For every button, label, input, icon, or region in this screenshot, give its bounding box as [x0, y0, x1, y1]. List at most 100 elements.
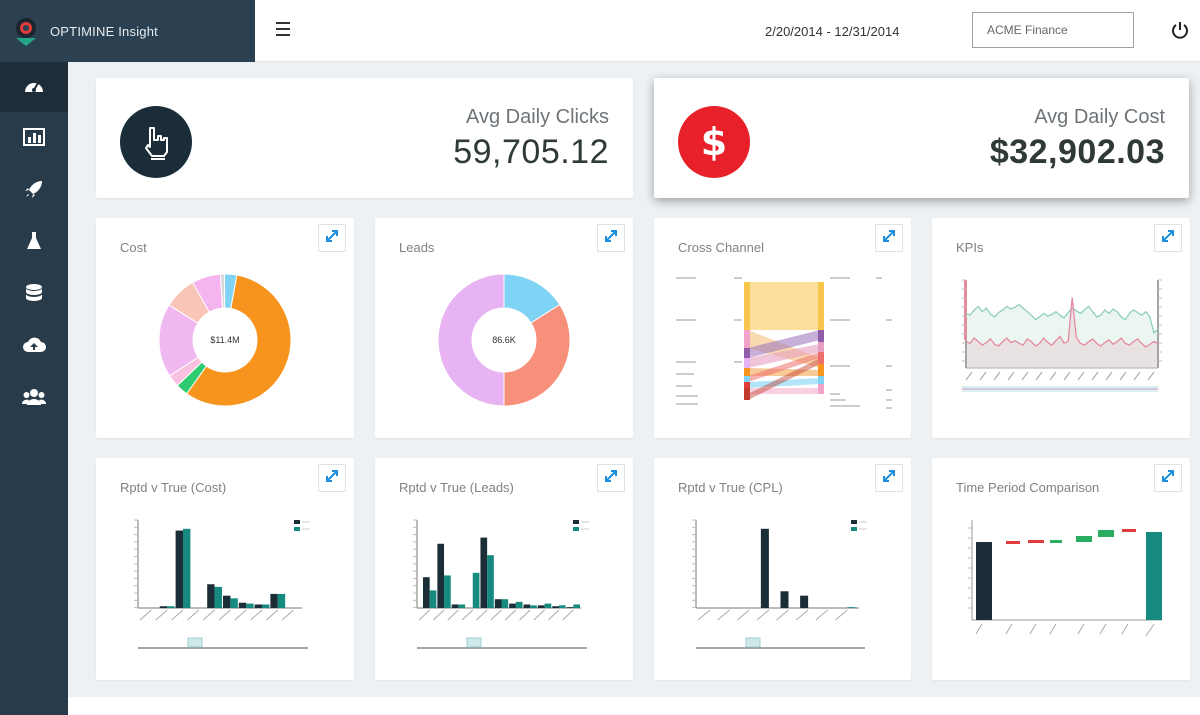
bar[interactable]	[573, 604, 580, 608]
cross-channel-sankey-chart[interactable]	[654, 258, 911, 428]
widget-title: Rptd v True (Cost)	[120, 480, 227, 495]
expand-button[interactable]	[1154, 224, 1182, 252]
brand-name: OPTIMINE Insight	[50, 23, 158, 39]
date-range[interactable]: 2/20/2014 - 12/31/2014	[765, 24, 900, 39]
widget-kpis: KPIs	[932, 218, 1190, 438]
bar[interactable]	[277, 593, 286, 608]
widget-rptd-leads: Rptd v True (Leads)	[375, 458, 633, 680]
bar[interactable]	[847, 607, 856, 608]
power-icon[interactable]	[1170, 20, 1190, 40]
account-selector[interactable]: ACME Finance	[972, 12, 1134, 48]
sidebar-item-lab[interactable]	[0, 218, 68, 268]
bar[interactable]	[159, 606, 168, 608]
expand-button[interactable]	[1154, 464, 1182, 492]
rptd-cpl-bar-chart[interactable]	[654, 498, 911, 673]
sidebar-item-upload[interactable]	[0, 322, 68, 372]
sidebar-item-dashboard[interactable]	[0, 62, 68, 112]
kpis-line-chart[interactable]	[932, 258, 1190, 428]
rptd-cost-bar-chart[interactable]	[96, 498, 354, 673]
bar[interactable]	[552, 606, 559, 608]
expand-button[interactable]	[875, 464, 903, 492]
expand-icon	[325, 229, 339, 248]
donut-center-label: 86.6K	[492, 335, 516, 345]
users-icon	[21, 388, 47, 411]
expand-button[interactable]	[597, 224, 625, 252]
bar[interactable]	[780, 591, 789, 608]
bar[interactable]	[451, 604, 459, 608]
cost-donut-chart[interactable]: $11.4M	[96, 258, 354, 428]
leads-donut-chart[interactable]: 86.6K	[375, 258, 633, 428]
bar[interactable]	[760, 528, 769, 608]
widget-rptd-cpl: Rptd v True (CPL)	[654, 458, 911, 680]
expand-icon	[1161, 229, 1175, 248]
bar[interactable]	[537, 605, 545, 608]
bar[interactable]	[230, 598, 238, 608]
widget-title: Rptd v True (CPL)	[678, 480, 783, 495]
bar-chart-icon	[23, 127, 45, 151]
expand-icon	[604, 469, 618, 488]
sidebar-item-users[interactable]	[0, 374, 68, 424]
dashboard-icon	[23, 76, 45, 99]
bar[interactable]	[246, 603, 254, 608]
widget-title: Rptd v True (Leads)	[399, 480, 514, 495]
expand-button[interactable]	[318, 464, 346, 492]
bar[interactable]	[458, 604, 466, 608]
legend-swatch	[851, 527, 857, 531]
bar[interactable]	[566, 607, 574, 608]
expand-icon	[882, 469, 896, 488]
sidebar	[0, 62, 68, 715]
bar[interactable]	[800, 595, 809, 608]
widget-title: Time Period Comparison	[956, 480, 1100, 495]
legend-swatch	[294, 520, 300, 524]
bar[interactable]	[423, 577, 430, 608]
bar[interactable]	[262, 604, 270, 608]
donut-center-label: $11.4M	[210, 335, 239, 345]
sidebar-item-reports[interactable]	[0, 114, 68, 164]
bar[interactable]	[183, 528, 191, 608]
expand-button[interactable]	[318, 224, 346, 252]
bar[interactable]	[494, 599, 502, 608]
sidebar-item-data[interactable]	[0, 270, 68, 320]
bar[interactable]	[437, 543, 445, 608]
sidebar-item-launch[interactable]	[0, 166, 68, 216]
brand[interactable]: OPTIMINE Insight	[0, 0, 255, 62]
donut-slice[interactable]	[185, 274, 292, 407]
dollar-icon: $	[678, 106, 750, 178]
bar[interactable]	[472, 572, 480, 608]
bar[interactable]	[487, 555, 494, 608]
menu-toggle-icon[interactable]	[272, 22, 294, 40]
bar[interactable]	[509, 603, 516, 608]
bar[interactable]	[558, 605, 566, 608]
expand-button[interactable]	[597, 464, 625, 492]
rptd-leads-bar-chart[interactable]	[375, 498, 633, 673]
bar[interactable]	[480, 537, 488, 608]
bar[interactable]	[207, 584, 215, 608]
flask-icon	[25, 231, 43, 256]
bar[interactable]	[530, 605, 537, 608]
waterfall-bar-end	[1146, 532, 1162, 620]
optimine-logo-icon	[12, 16, 40, 46]
kpi-series-line[interactable]	[965, 303, 1159, 334]
bar[interactable]	[175, 530, 183, 608]
pointer-hand-icon	[120, 106, 192, 178]
bar[interactable]	[544, 603, 552, 608]
bar[interactable]	[501, 599, 509, 608]
kpi-series-line[interactable]	[965, 297, 1159, 348]
widget-title: Cross Channel	[678, 240, 764, 255]
expand-icon	[1161, 469, 1175, 488]
bar[interactable]	[515, 601, 523, 608]
time-period-waterfall-chart[interactable]	[932, 498, 1190, 673]
bar[interactable]	[223, 595, 231, 608]
bar[interactable]	[270, 593, 278, 608]
bar[interactable]	[167, 606, 175, 608]
kpi-card-clicks: Avg Daily Clicks 59,705.12	[96, 78, 633, 198]
bar[interactable]	[429, 590, 437, 608]
bar[interactable]	[254, 604, 262, 608]
bar[interactable]	[214, 586, 222, 608]
bar[interactable]	[523, 604, 531, 608]
database-icon	[25, 283, 43, 308]
bar[interactable]	[444, 575, 451, 608]
footer-strip	[68, 697, 1200, 715]
bar[interactable]	[238, 602, 247, 608]
expand-button[interactable]	[875, 224, 903, 252]
